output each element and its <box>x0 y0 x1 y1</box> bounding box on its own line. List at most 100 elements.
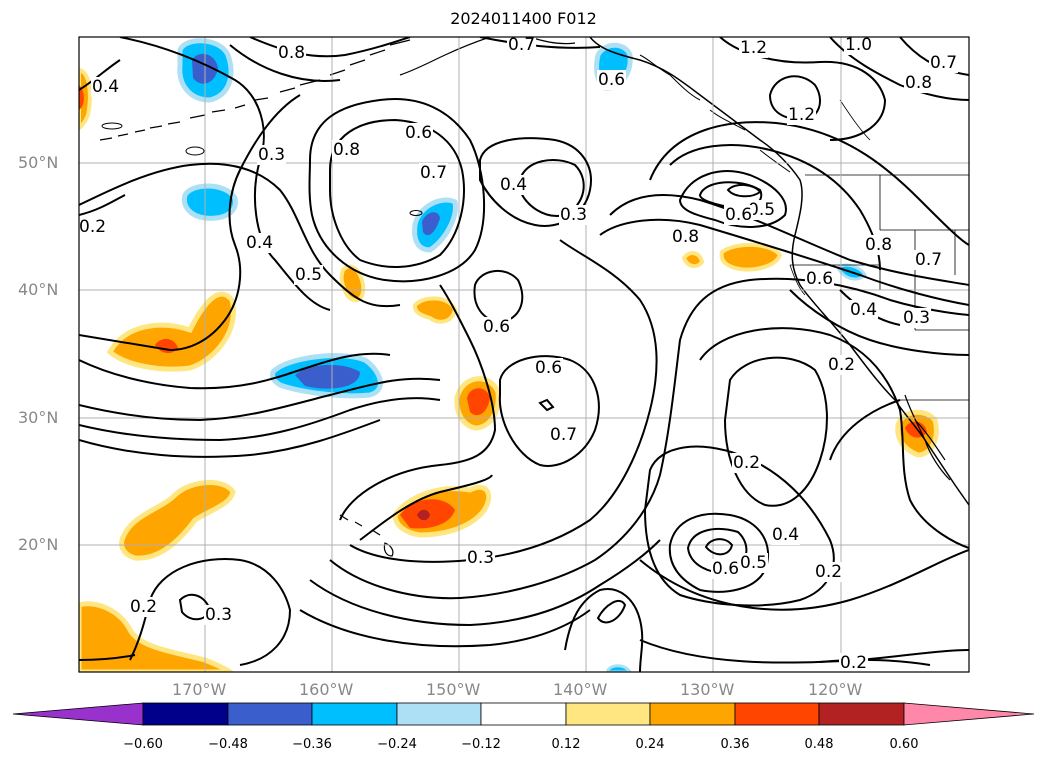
contour-line <box>498 355 600 467</box>
contour-line <box>473 270 524 324</box>
contour-line <box>79 419 381 458</box>
contour-label: 0.6 <box>725 205 752 225</box>
contour-label: 1.2 <box>740 38 767 58</box>
contour-label-background <box>814 562 844 582</box>
negative-anomaly-area <box>181 183 238 221</box>
contour-label: 0.7 <box>420 163 447 183</box>
contour-label-background <box>914 250 944 270</box>
lon-label: 160°W <box>299 680 354 699</box>
positive-anomaly-core <box>467 388 490 416</box>
colorbar-segment <box>142 702 229 726</box>
lat-label: 50°N <box>18 153 59 172</box>
contour-label: 0.4 <box>850 300 877 320</box>
colorbar-segment <box>734 702 820 726</box>
contour-line <box>596 599 627 624</box>
contour-line <box>723 356 828 507</box>
contour-label: 0.5 <box>295 265 322 285</box>
contour-labels: 0.8 0.7 1.2 1.0 0.7 0.8 1.2 0.4 0.6 0.8 … <box>78 35 959 673</box>
aleutian-islands <box>99 39 411 141</box>
contour-label-background <box>739 38 769 58</box>
colorbar-tick-label: −0.36 <box>292 737 332 752</box>
baja-peninsula-coastline <box>904 394 951 481</box>
contour-label: 0.4 <box>772 525 799 545</box>
contour-line <box>686 528 748 574</box>
contour-line <box>349 239 658 563</box>
contour-line <box>299 609 591 648</box>
contour-line <box>829 399 901 461</box>
colorbar-extend-high <box>903 702 1035 726</box>
contour-label: 0.2 <box>733 453 760 473</box>
contour-label-background <box>294 265 324 285</box>
contour-label-background <box>534 358 564 378</box>
negative-anomaly-core <box>422 212 440 236</box>
contour-label: 0.8 <box>865 235 892 255</box>
contour-line <box>79 162 401 308</box>
contour-label: 0.6 <box>806 269 833 289</box>
contour-label: 0.5 <box>748 200 775 220</box>
contour-line <box>309 539 661 627</box>
contour-label-background <box>724 205 754 225</box>
canada-province-border <box>839 99 881 230</box>
contour-label: 0.2 <box>828 355 855 375</box>
negative-anomaly-core <box>295 364 360 389</box>
colorbar-tick-label: −0.48 <box>208 737 248 752</box>
contour-label: 0.7 <box>508 35 535 55</box>
contour-label: 0.6 <box>712 559 739 579</box>
positive-anomaly-area <box>79 601 235 672</box>
contour-label-background <box>419 163 449 183</box>
contour-label-background <box>844 35 874 55</box>
contour-line <box>899 37 969 76</box>
colorbar-segment <box>480 702 567 726</box>
contour-line <box>564 588 644 672</box>
contour-line <box>789 289 969 356</box>
positive-anomaly-area <box>681 251 705 269</box>
contour-label-background <box>332 140 362 160</box>
contour-label-background <box>739 553 769 573</box>
contour-label-background <box>805 269 835 289</box>
contour-line <box>308 98 485 283</box>
contour-label-background <box>711 559 741 579</box>
contour-line <box>609 194 969 286</box>
shading-layer <box>79 38 939 672</box>
lon-label: 140°W <box>553 680 608 699</box>
colorbar-tick-label: 0.48 <box>804 737 834 752</box>
contour-line <box>599 218 969 306</box>
contour-line <box>339 284 497 521</box>
contour-line <box>329 118 465 268</box>
contour-label-background <box>245 233 275 253</box>
positive-anomaly-area <box>412 296 458 324</box>
contour-label: 0.2 <box>840 653 867 673</box>
contour-label: 0.3 <box>560 205 587 225</box>
contour-label: 0.8 <box>278 43 305 63</box>
positive-anomaly-peak <box>417 509 430 521</box>
contour-label: 0.4 <box>246 233 273 253</box>
map-frame <box>78 36 970 673</box>
lon-label: 170°W <box>172 680 227 699</box>
negative-anomaly-area <box>606 664 632 672</box>
contour-line <box>329 277 969 600</box>
contour-label: 0.8 <box>905 73 932 93</box>
contour-label-background <box>257 145 287 165</box>
contour-label-background <box>559 205 589 225</box>
contour-label: 0.6 <box>598 70 625 90</box>
contour-label: 0.8 <box>333 140 360 160</box>
contour-label-background <box>597 70 627 90</box>
contour-label-background <box>902 308 932 328</box>
contour-label: 1.2 <box>788 105 815 125</box>
contour-label: 0.2 <box>79 217 106 237</box>
contour-label: 0.5 <box>740 553 767 573</box>
alaska-coastline <box>399 37 576 76</box>
contour-label: 0.7 <box>550 425 577 445</box>
lon-label: 150°W <box>426 680 481 699</box>
contour-line <box>519 159 585 217</box>
gridlines <box>79 37 969 672</box>
colorbar-tick-label: 0.12 <box>551 737 581 752</box>
contour-line <box>249 37 411 58</box>
lat-label: 40°N <box>18 280 59 299</box>
contour-label-background <box>404 123 434 143</box>
contour-label: 0.6 <box>483 317 510 337</box>
contour-label-background <box>929 53 959 73</box>
contour-line <box>229 44 341 82</box>
contour-label: 0.3 <box>467 548 494 568</box>
